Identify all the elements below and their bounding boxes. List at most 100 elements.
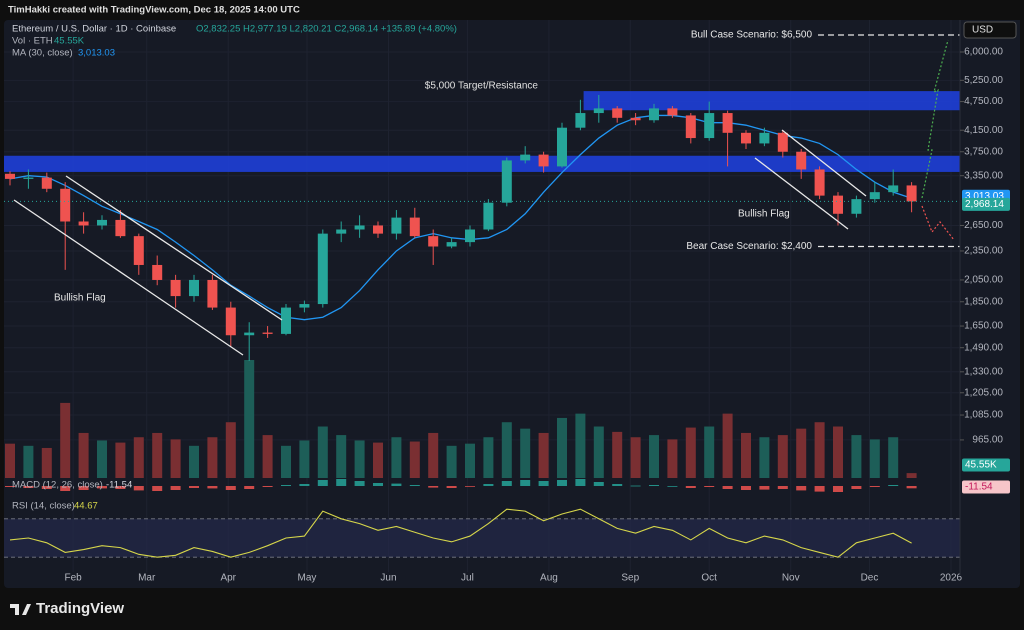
candle-body bbox=[170, 279, 181, 297]
x-tick-label: Nov bbox=[782, 573, 800, 584]
macd-bar bbox=[741, 486, 751, 490]
y-tick-label: 3,350.00 bbox=[964, 170, 1003, 181]
macd-bar bbox=[336, 479, 347, 486]
rsi-line bbox=[9, 508, 912, 558]
macd-bar bbox=[170, 486, 181, 490]
candle-body bbox=[612, 108, 623, 118]
candle-body bbox=[446, 242, 457, 247]
macd-bar bbox=[649, 485, 659, 486]
price-tag-value: -11.54 bbox=[965, 482, 993, 493]
macd-bar bbox=[833, 486, 843, 492]
candle-body bbox=[23, 177, 34, 179]
volume-bar bbox=[833, 426, 843, 478]
volume-bar bbox=[207, 437, 218, 478]
candle-body bbox=[575, 113, 586, 128]
candle-body bbox=[722, 113, 733, 133]
volume-bar bbox=[115, 442, 126, 478]
rsi-band bbox=[4, 518, 960, 558]
candle-body bbox=[336, 229, 347, 234]
macd-bar bbox=[133, 486, 144, 491]
volume-bar bbox=[557, 417, 567, 478]
volume-bar bbox=[741, 432, 751, 478]
volume-bar bbox=[722, 413, 733, 478]
x-tick-label: Apr bbox=[220, 573, 236, 584]
volume-bar bbox=[446, 445, 457, 478]
volume-bar bbox=[538, 432, 549, 478]
volume-bar bbox=[170, 439, 181, 478]
macd-bar bbox=[888, 485, 899, 486]
macd-bar bbox=[667, 486, 678, 487]
y-tick-label: 2,050.00 bbox=[964, 275, 1003, 286]
volume-bar bbox=[97, 440, 107, 478]
volume-legend: Vol · ETH bbox=[12, 36, 53, 47]
volume-bar bbox=[685, 427, 696, 478]
macd-bar bbox=[428, 486, 439, 488]
candle-body bbox=[41, 177, 52, 189]
macd-bar bbox=[97, 486, 107, 489]
candle-body bbox=[409, 217, 420, 237]
candle-body bbox=[281, 307, 291, 334]
macd-bar bbox=[373, 483, 383, 486]
y-tick-label: 2,650.00 bbox=[964, 220, 1003, 231]
candle-body bbox=[888, 185, 899, 193]
x-tick-label: Feb bbox=[64, 573, 82, 584]
candle-body bbox=[189, 279, 199, 297]
volume-bar bbox=[814, 422, 825, 478]
volume-bar bbox=[225, 422, 236, 478]
macd-bar bbox=[299, 484, 310, 486]
axis-layer: 75.0050.0025.0044.676,000.005,250.004,75… bbox=[12, 20, 1020, 575]
volume-bar bbox=[60, 402, 71, 478]
candle-body bbox=[906, 185, 917, 202]
macd-bar bbox=[520, 480, 531, 486]
y-tick-label: 6,000.00 bbox=[964, 47, 1003, 58]
pattern-label: Bullish Flag bbox=[54, 293, 106, 304]
macd-bar bbox=[575, 479, 586, 486]
candle-body bbox=[630, 117, 641, 121]
volume-bar bbox=[704, 426, 715, 478]
price-tag-value: 3,013.03 bbox=[965, 191, 1004, 202]
rsi-legend: RSI (14, close) bbox=[12, 501, 75, 512]
ma-legend: MA (30, close) bbox=[12, 48, 73, 59]
y-tick-label: 1,850.00 bbox=[964, 296, 1003, 307]
macd-bar bbox=[557, 480, 567, 486]
candle-body bbox=[667, 108, 678, 116]
macd-bar bbox=[814, 486, 825, 492]
volume-bar bbox=[5, 443, 15, 478]
macd-bar bbox=[593, 482, 604, 486]
macd-bar bbox=[152, 486, 163, 491]
flag-line bbox=[65, 175, 283, 321]
rsi-legend-value: 44.67 bbox=[74, 501, 98, 512]
macd-bar bbox=[630, 485, 641, 487]
volume-bar bbox=[520, 428, 531, 478]
macd-bar bbox=[777, 486, 788, 489]
price-tag bbox=[962, 197, 1010, 211]
macd-bar bbox=[446, 486, 457, 488]
price-tag bbox=[962, 480, 1010, 494]
candle-body bbox=[501, 160, 512, 203]
volume-bar bbox=[777, 435, 788, 478]
price-tag-value: 2,968.14 bbox=[965, 199, 1004, 210]
y-tick-label: 1,205.00 bbox=[964, 387, 1003, 398]
flag-line bbox=[754, 157, 849, 230]
candle-body bbox=[428, 236, 439, 247]
candle-body bbox=[741, 132, 751, 144]
x-tick-label: Jun bbox=[380, 573, 396, 584]
macd-legend-value: -11.54 bbox=[106, 480, 132, 491]
volume-bar bbox=[465, 443, 475, 478]
candle-body bbox=[704, 113, 715, 139]
volume-bar bbox=[244, 360, 255, 478]
y-tick-label: 1,330.00 bbox=[964, 366, 1003, 377]
volume-legend-value: 45.55K bbox=[54, 36, 85, 47]
volume-bar bbox=[630, 437, 641, 478]
candle-body bbox=[557, 127, 567, 167]
y-tick-label: 3,750.00 bbox=[964, 146, 1003, 157]
macd-bar bbox=[869, 486, 880, 487]
volume-bar bbox=[501, 422, 512, 478]
price-tag bbox=[962, 458, 1010, 472]
volume-bar bbox=[888, 437, 899, 478]
resistance-zone bbox=[4, 155, 960, 172]
y-tick-label: 4,150.00 bbox=[964, 125, 1003, 136]
price-tag-value: 45.55K bbox=[965, 460, 997, 471]
pattern-label: Bullish Flag bbox=[738, 209, 790, 220]
